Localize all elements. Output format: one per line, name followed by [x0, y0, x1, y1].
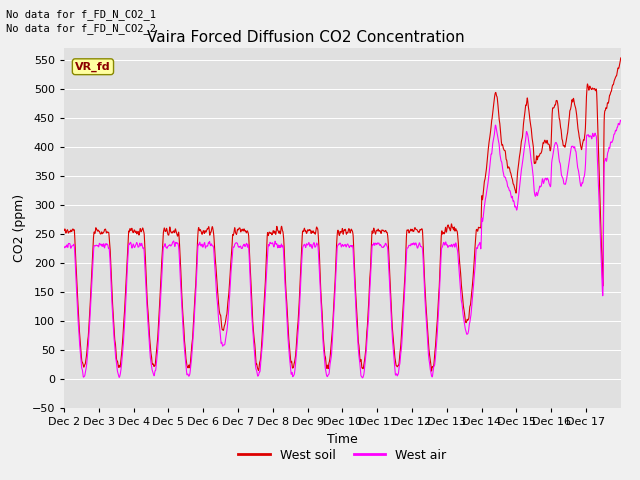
West air — [523, 129, 531, 134]
West air — [495, 143, 503, 148]
West air — [537, 183, 545, 189]
West air — [60, 244, 68, 250]
Line: West soil: West soil — [64, 58, 621, 371]
West soil — [428, 368, 435, 374]
West air — [358, 375, 366, 381]
Y-axis label: CO2 (ppm): CO2 (ppm) — [13, 194, 26, 262]
Text: VR_fd: VR_fd — [75, 61, 111, 72]
Line: West air: West air — [64, 120, 621, 378]
West soil — [523, 101, 531, 107]
West air — [617, 118, 625, 123]
West soil — [393, 363, 401, 369]
X-axis label: Time: Time — [327, 432, 358, 445]
Legend: West soil, West air: West soil, West air — [233, 444, 452, 467]
West soil — [363, 327, 371, 333]
West soil — [537, 150, 545, 156]
Text: No data for f_FD_N_CO2_1: No data for f_FD_N_CO2_1 — [6, 9, 156, 20]
West soil — [495, 117, 503, 122]
West air — [364, 335, 371, 340]
Text: No data for f_FD_N_CO2_2: No data for f_FD_N_CO2_2 — [6, 23, 156, 34]
West air — [175, 256, 183, 262]
West soil — [60, 228, 68, 233]
West air — [393, 372, 401, 378]
West soil — [175, 240, 183, 245]
Text: Vaira Forced Diffusion CO2 Concentration: Vaira Forced Diffusion CO2 Concentration — [147, 30, 465, 46]
West soil — [617, 55, 625, 61]
West air — [616, 118, 624, 123]
